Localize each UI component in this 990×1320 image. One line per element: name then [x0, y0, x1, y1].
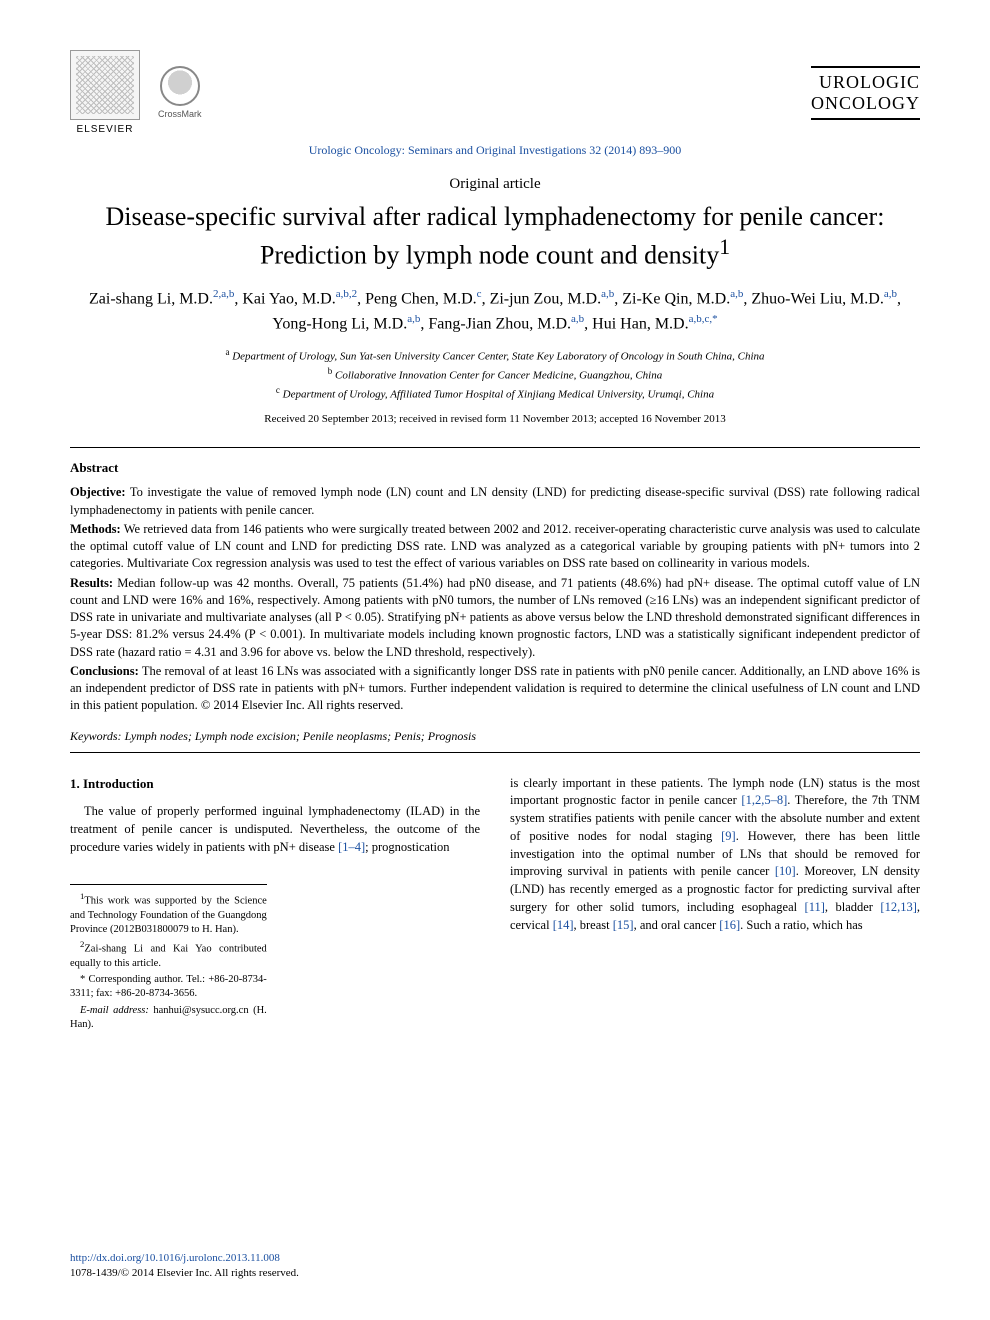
ref-1-4[interactable]: [1–4]: [338, 840, 365, 854]
journal-logo-line1: UROLOGIC: [811, 72, 920, 93]
ref-10[interactable]: [10]: [775, 864, 796, 878]
section-1-heading: 1. Introduction: [70, 775, 480, 793]
crossmark-logo[interactable]: CrossMark: [158, 66, 202, 119]
affiliation-c: c Department of Urology, Affiliated Tumo…: [70, 384, 920, 403]
ref-14[interactable]: [14]: [553, 918, 574, 932]
journal-logo: UROLOGIC ONCOLOGY: [811, 66, 920, 120]
body-columns: 1. Introduction The value of properly pe…: [70, 775, 920, 1034]
abstract-conclusions: Conclusions: The removal of at least 16 …: [70, 663, 920, 715]
abstract-objective: Objective: To investigate the value of r…: [70, 484, 920, 519]
doi-link[interactable]: http://dx.doi.org/10.1016/j.urolonc.2013…: [70, 1251, 299, 1265]
ref-9[interactable]: [9]: [721, 829, 736, 843]
ref-15[interactable]: [15]: [613, 918, 634, 932]
header-left-logos: ELSEVIER CrossMark: [70, 50, 202, 135]
abstract-body: Objective: To investigate the value of r…: [70, 484, 920, 714]
journal-reference[interactable]: Urologic Oncology: Seminars and Original…: [70, 143, 920, 158]
title-line2: Prediction by lymph node count and densi…: [260, 240, 719, 269]
crossmark-text: CrossMark: [158, 109, 202, 119]
title-footnote-marker: 1: [719, 235, 730, 259]
affiliations: a Department of Urology, Sun Yat-sen Uni…: [70, 346, 920, 403]
left-column: 1. Introduction The value of properly pe…: [70, 775, 480, 1034]
rule-top: [70, 447, 920, 448]
page-footer: http://dx.doi.org/10.1016/j.urolonc.2013…: [70, 1251, 299, 1280]
affiliation-b: b Collaborative Innovation Center for Ca…: [70, 365, 920, 384]
footnotes: 1This work was supported by the Science …: [70, 884, 267, 1032]
issn-copyright: 1078-1439/© 2014 Elsevier Inc. All right…: [70, 1266, 299, 1280]
elsevier-tree-icon: [70, 50, 140, 120]
affiliation-a: a Department of Urology, Sun Yat-sen Uni…: [70, 346, 920, 365]
journal-logo-line2: ONCOLOGY: [811, 93, 920, 114]
author-list: Zai-shang Li, M.D.2,a,b, Kai Yao, M.D.a,…: [70, 286, 920, 337]
elsevier-text: ELSEVIER: [77, 124, 134, 135]
footnote-1: 1This work was supported by the Science …: [70, 891, 267, 937]
rule-bottom: [70, 752, 920, 753]
keywords-label: Keywords:: [70, 729, 122, 743]
page-header: ELSEVIER CrossMark UROLOGIC ONCOLOGY: [70, 50, 920, 135]
ref-1-2-5-8[interactable]: [1,2,5–8]: [741, 793, 787, 807]
abstract-heading: Abstract: [70, 460, 920, 476]
keywords: Keywords: Lymph nodes; Lymph node excisi…: [70, 729, 920, 744]
corresponding-author: * Corresponding author. Tel.: +86-20-873…: [70, 973, 267, 1001]
intro-para-left: The value of properly performed inguinal…: [70, 803, 480, 856]
ref-12-13[interactable]: [12,13]: [880, 900, 916, 914]
ref-11[interactable]: [11]: [805, 900, 825, 914]
article-dates: Received 20 September 2013; received in …: [70, 413, 920, 425]
email-line: E-mail address: hanhui@sysucc.org.cn (H.…: [70, 1004, 267, 1032]
elsevier-logo: ELSEVIER: [70, 50, 140, 135]
title-line1: Disease-specific survival after radical …: [106, 202, 885, 231]
abstract-results: Results: Median follow-up was 42 months.…: [70, 575, 920, 661]
footnote-2: 2Zai-shang Li and Kai Yao contributed eq…: [70, 939, 267, 971]
intro-para-right: is clearly important in these patients. …: [510, 775, 920, 935]
right-column: is clearly important in these patients. …: [510, 775, 920, 1034]
ref-16[interactable]: [16]: [719, 918, 740, 932]
article-title: Disease-specific survival after radical …: [70, 201, 920, 272]
crossmark-icon: [160, 66, 200, 106]
keywords-text: Lymph nodes; Lymph node excision; Penile…: [125, 729, 476, 743]
abstract-methods: Methods: We retrieved data from 146 pati…: [70, 521, 920, 573]
article-type: Original article: [70, 176, 920, 193]
